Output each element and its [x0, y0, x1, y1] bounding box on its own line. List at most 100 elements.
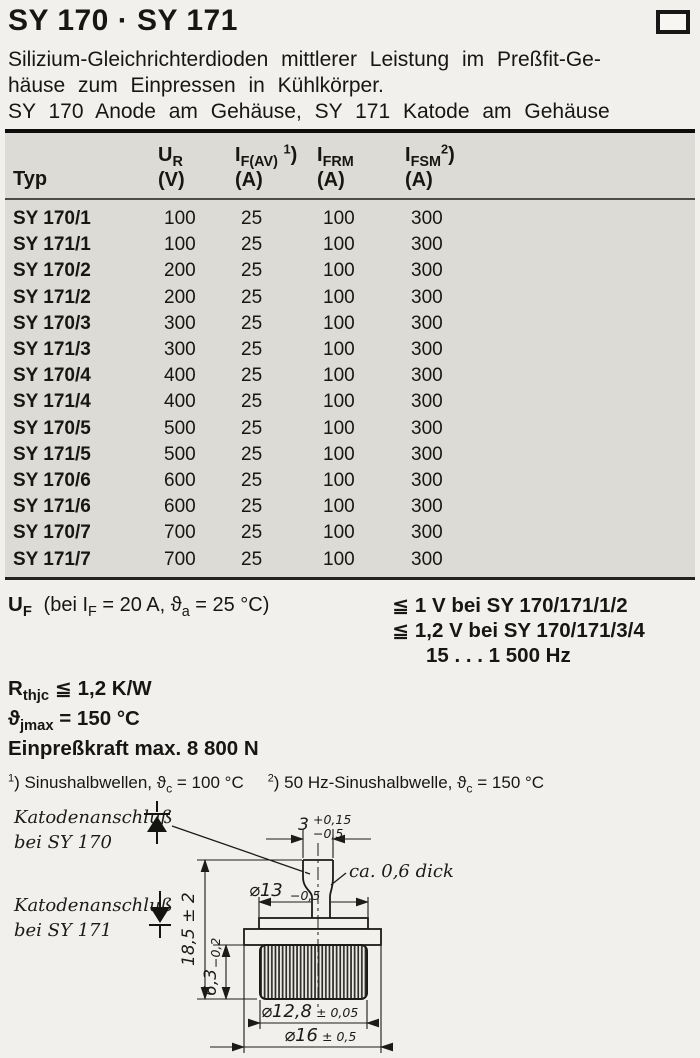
cell-value: 600 [164, 496, 196, 518]
diode-symbol-sy171 [149, 890, 171, 938]
uf-symbol: UF [8, 592, 32, 620]
ratings-table-band: Typ UR (V) IF(AV) 1) (A) IFRM (A) IFSM2) [5, 129, 695, 580]
footnote-2: 2) 50 Hz-Sinushalbwelle, ϑc = 150 °C [267, 772, 545, 796]
col-unit: (A) [235, 169, 263, 191]
cell-value: 25 [241, 443, 263, 465]
cell-value: 100 [323, 470, 355, 492]
intro-line: SY 170 Anode am Gehäuse, SY 171 Katode a… [8, 100, 610, 123]
forward-voltage-section: UF (bei IF = 20 A, ϑa = 25 °C) ≦ 1 V bei… [8, 593, 692, 668]
cell-value: 300 [411, 496, 443, 518]
cell-typ: SY 171/6 [13, 496, 91, 518]
ratings-table: Typ UR (V) IF(AV) 1) (A) IFRM (A) IFSM2) [5, 133, 695, 577]
cell-value: 100 [323, 208, 355, 229]
table-row: SY 170/7 700 25 100 300 [5, 520, 695, 546]
cell-value: 100 [164, 208, 196, 229]
package-drawing: Katodenanschluß bei SY 170 Katodenanschl… [13, 800, 454, 1053]
table-row: SY 171/1 100 25 100 300 [5, 232, 695, 258]
cell-typ: SY 171/1 [13, 234, 91, 256]
cell-value: 100 [323, 286, 355, 308]
table-row: SY 171/3 300 25 100 300 [5, 337, 695, 363]
table-row: SY 170/5 500 25 100 300 [5, 416, 695, 442]
cell-value: 25 [241, 522, 263, 544]
leader-line-thickness [330, 872, 347, 886]
package-flange [243, 927, 382, 946]
dim-knurl-height-value: 6,3 [201, 969, 221, 996]
cell-value: 300 [411, 208, 443, 229]
rectangle-marker-icon [656, 10, 690, 34]
cell-value: 25 [241, 548, 263, 570]
table-row: SY 170/4 400 25 100 300 [5, 363, 695, 389]
table-row: SY 171/5 500 25 100 300 [5, 442, 695, 468]
table-row: SY 170/6 600 25 100 300 [5, 468, 695, 494]
col-symbol: IF(AV) 1) [235, 141, 298, 170]
cell-value: 300 [411, 365, 443, 387]
cell-value: 400 [164, 365, 196, 387]
col-header-ifav: IF(AV) 1) (A) [235, 133, 317, 200]
cell-value: 300 [411, 522, 443, 544]
cell-value: 200 [164, 286, 196, 308]
table-row: SY 170/3 300 25 100 300 [5, 311, 695, 337]
cell-value: 25 [241, 312, 263, 334]
intro-line: häuse zum Einpressen in Kühlkörper. [8, 74, 384, 97]
cell-value: 300 [411, 339, 443, 361]
cell-value: 100 [323, 339, 355, 361]
cell-value: 300 [411, 234, 443, 256]
cell-value: 100 [323, 496, 355, 518]
cell-value: 25 [241, 496, 263, 518]
footnotes: 1) Sinushalbwellen, ϑc = 100 °C 2) 50 Hz… [8, 772, 692, 796]
cell-value: 300 [411, 260, 443, 282]
cell-value: 700 [164, 548, 196, 570]
cell-value: 300 [411, 286, 443, 308]
cell-value: 100 [323, 260, 355, 282]
cell-value: 300 [411, 417, 443, 439]
cell-typ: SY 171/7 [13, 548, 91, 570]
cell-typ: SY 170/2 [13, 260, 91, 282]
dim-flange-dia-value: ⌀16 [284, 1025, 318, 1046]
header-row: Typ UR (V) IF(AV) 1) (A) IFRM (A) IFSM2) [5, 133, 695, 200]
rth-value: Rthjc ≦ 1,2 K/W [8, 676, 152, 704]
tjmax-value: ϑjmax = 150 °C [8, 706, 140, 734]
cell-value: 100 [164, 234, 196, 256]
col-symbol: Typ [13, 168, 48, 190]
label-thickness-note: ca. 0,6 dick [349, 861, 454, 882]
dim-pin-tol-plus: +0,15 [313, 812, 351, 827]
cell-value: 25 [241, 234, 263, 256]
cell-typ: SY 171/5 [13, 443, 91, 465]
col-symbol: IFSM2) [405, 141, 455, 170]
dim-body-dia: ⌀12,8 ± 0,05 [247, 999, 380, 1029]
dim-pin-width-value: 3 [298, 815, 309, 835]
cell-value: 300 [164, 339, 196, 361]
col-header-ur: UR (V) [158, 133, 235, 200]
cell-value: 100 [323, 391, 355, 413]
package-knurled-body [259, 943, 368, 1000]
cell-typ: SY 170/5 [13, 417, 91, 439]
cell-value: 25 [241, 339, 263, 361]
cell-value: 100 [323, 365, 355, 387]
label-cathode-sy170-line1: Katodenanschluß [13, 807, 173, 828]
cell-value: 25 [241, 417, 263, 439]
cell-value: 25 [241, 286, 263, 308]
dim-cap-dia: ⌀13 −0,5 [249, 880, 370, 917]
cell-value: 100 [323, 548, 355, 570]
cell-typ: SY 170/4 [13, 365, 91, 387]
table-body: SY 170/1 100 25 100 300 SY 171/1 100 25 100 300 SY… [5, 199, 695, 577]
page-title: SY 170 · SY 171 [8, 4, 238, 37]
cell-value: 300 [411, 312, 443, 334]
uf-limit-2: ≦ 1,2 V bei SY 170/171/3/4 [392, 618, 645, 642]
col-header-ifrm: IFRM (A) [317, 133, 405, 200]
table-row: SY 171/4 400 25 100 300 [5, 389, 695, 415]
col-header-ifsm: IFSM2) (A) [405, 133, 695, 200]
dim-body-dia-value: ⌀12,8 [261, 1001, 312, 1022]
cell-value: 200 [164, 260, 196, 282]
cell-typ: SY 170/7 [13, 522, 91, 544]
cell-typ: SY 171/2 [13, 286, 91, 308]
dim-cap-dia-value: ⌀13 [249, 880, 283, 901]
intro-line: Silizium-Gleichrichterdioden mittlerer L… [8, 48, 601, 71]
parameters-section: Rthjc ≦ 1,2 K/W ϑjmax = 150 °C Einpreßkr… [8, 674, 692, 764]
cell-value: 25 [241, 260, 263, 282]
cell-typ: SY 170/6 [13, 470, 91, 492]
table-row: SY 171/6 600 25 100 300 [5, 494, 695, 520]
table-row: SY 170/1 100 25 100 300 [5, 199, 695, 232]
cell-typ: SY 170/1 [13, 208, 91, 229]
dim-cap-dia-tol: −0,5 [290, 888, 320, 903]
